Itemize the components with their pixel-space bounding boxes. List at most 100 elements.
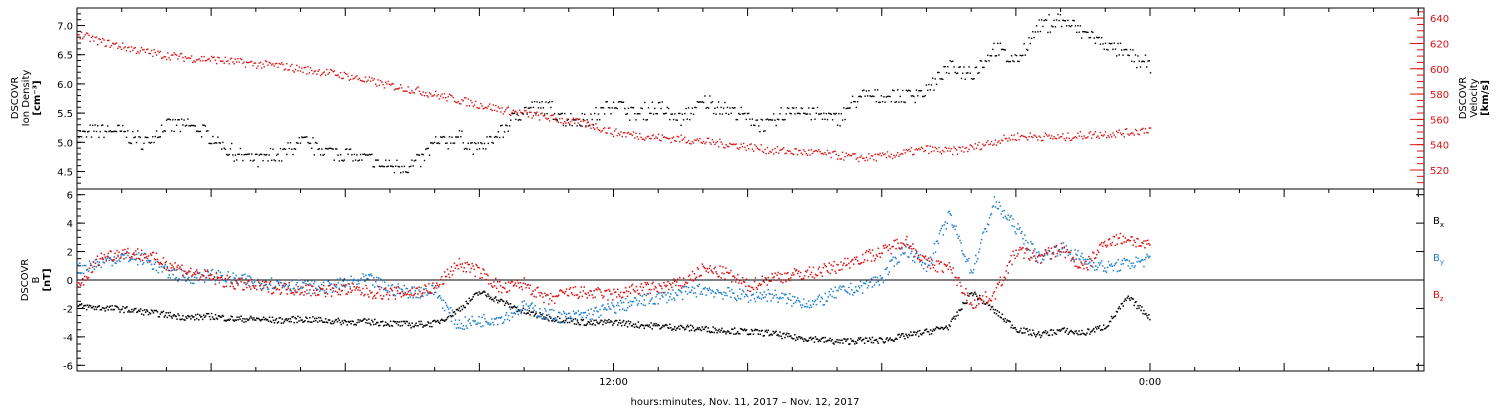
data-point (162, 266, 165, 268)
data-point (289, 318, 291, 320)
data-point (138, 309, 140, 311)
data-point (919, 148, 921, 151)
data-point (1012, 138, 1014, 141)
data-point (703, 266, 705, 269)
data-point (387, 323, 390, 326)
data-point (806, 113, 809, 115)
data-point (679, 328, 681, 330)
data-point (415, 287, 417, 290)
data-point (1022, 135, 1024, 137)
data-point (217, 56, 219, 58)
data-point (773, 332, 775, 335)
data-point (931, 330, 934, 332)
data-point (204, 125, 207, 127)
data-point (118, 124, 120, 126)
data-point (754, 328, 757, 331)
data-point (97, 125, 99, 127)
data-point (730, 296, 732, 298)
data-point (491, 109, 493, 112)
data-point (549, 298, 551, 300)
data-point (229, 275, 231, 278)
data-point (433, 141, 436, 144)
data-point (219, 60, 222, 62)
data-point (488, 283, 490, 285)
data-point (1093, 133, 1095, 135)
data-point (739, 280, 741, 282)
data-point (258, 62, 260, 64)
data-point (525, 313, 527, 315)
data-point (973, 268, 975, 271)
data-point (905, 246, 907, 248)
data-point (949, 60, 951, 62)
data-point (840, 158, 842, 160)
data-point (700, 274, 703, 277)
data-point (480, 325, 482, 328)
data-point (138, 52, 140, 54)
data-point (459, 263, 462, 265)
data-point (704, 267, 706, 270)
data-point (1131, 265, 1133, 267)
data-point (139, 260, 142, 262)
data-point (987, 140, 989, 142)
data-point (477, 294, 479, 296)
data-point (683, 328, 686, 331)
data-point (789, 112, 791, 115)
data-point (1086, 137, 1088, 139)
data-point (527, 312, 529, 314)
data-point (804, 112, 806, 115)
data-point (426, 289, 428, 292)
data-point (804, 306, 807, 308)
data-point (442, 135, 444, 138)
data-point (722, 107, 725, 109)
data-point (1088, 328, 1090, 331)
data-point (1107, 325, 1110, 327)
data-point (619, 309, 621, 311)
data-point (637, 138, 640, 140)
data-point (347, 283, 349, 285)
data-point (597, 129, 600, 131)
data-point (898, 333, 900, 335)
data-point (103, 253, 106, 256)
data-point (303, 294, 305, 296)
data-point (319, 154, 322, 156)
data-point (1078, 135, 1080, 137)
data-point (428, 92, 431, 94)
data-point (616, 134, 618, 137)
data-point (398, 292, 401, 295)
data-point (236, 282, 238, 284)
data-point (751, 148, 754, 150)
data-point (912, 95, 914, 97)
data-point (854, 343, 856, 345)
data-point (695, 276, 698, 278)
data-point (1135, 301, 1137, 303)
data-point (224, 277, 226, 280)
data-point (1067, 333, 1069, 335)
data-point (368, 153, 371, 156)
data-point (458, 130, 461, 132)
data-point (235, 280, 237, 282)
data-point (647, 325, 649, 328)
data-point (468, 263, 470, 266)
data-point (238, 61, 240, 63)
data-point (305, 284, 307, 287)
data-point (199, 130, 202, 133)
data-point (695, 328, 698, 331)
data-point (906, 235, 908, 238)
data-point (136, 311, 138, 314)
data-point (1038, 135, 1040, 137)
data-point (78, 34, 80, 36)
data-point (885, 246, 887, 249)
data-point (237, 153, 239, 156)
data-point (79, 130, 81, 132)
data-point (250, 288, 252, 290)
data-point (502, 321, 505, 324)
data-point (658, 292, 660, 294)
data-point (486, 321, 488, 323)
data-point (962, 72, 964, 74)
data-point (498, 136, 501, 139)
data-point (774, 289, 776, 292)
data-point (587, 292, 589, 294)
data-point (249, 61, 252, 63)
data-point (738, 297, 740, 300)
data-point (387, 80, 389, 83)
